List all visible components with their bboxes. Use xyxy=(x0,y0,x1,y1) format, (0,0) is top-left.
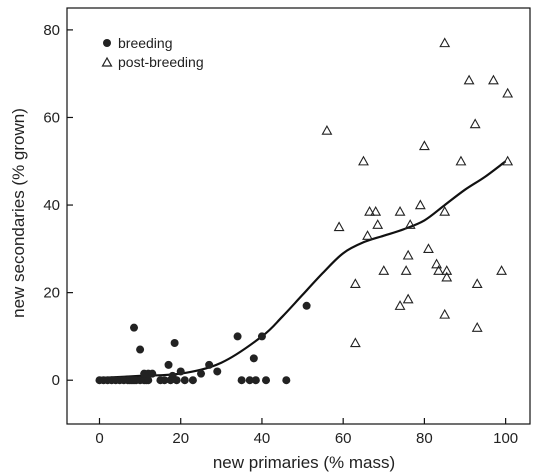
point-breeding xyxy=(262,376,271,385)
point-post-breeding xyxy=(358,155,369,166)
point-breeding xyxy=(197,369,206,378)
legend-label-post-breeding: post-breeding xyxy=(118,54,204,70)
point-post-breeding xyxy=(400,265,412,275)
y-tick-label: 20 xyxy=(43,285,60,302)
point-breeding xyxy=(237,376,246,385)
point-post-breeding xyxy=(502,87,514,98)
point-breeding xyxy=(282,376,291,385)
point-post-breeding xyxy=(496,265,508,275)
point-post-breeding xyxy=(471,322,483,332)
point-post-breeding xyxy=(372,219,384,229)
y-axis-title: new secondaries (% grown) xyxy=(9,108,28,318)
x-axis-title: new primaries (% mass) xyxy=(213,453,395,472)
point-post-breeding xyxy=(471,278,483,289)
point-breeding xyxy=(170,338,179,347)
point-breeding xyxy=(130,323,139,332)
x-tick-label: 80 xyxy=(416,430,433,447)
point-post-breeding xyxy=(349,337,361,348)
point-post-breeding xyxy=(439,205,451,216)
point-post-breeding xyxy=(349,278,361,289)
point-breeding xyxy=(160,376,169,385)
legend: breeding post-breeding xyxy=(101,35,204,70)
point-breeding xyxy=(136,345,145,354)
point-breeding xyxy=(144,376,153,385)
point-post-breeding xyxy=(333,221,345,232)
point-breeding xyxy=(188,376,197,385)
point-post-breeding xyxy=(414,199,426,210)
point-post-breeding xyxy=(502,155,514,166)
legend-marker-breeding xyxy=(103,39,111,47)
point-post-breeding xyxy=(455,155,467,166)
tick-labels: 0 20 40 60 80 100 0 20 40 60 80 xyxy=(43,22,518,447)
point-post-breeding xyxy=(439,308,451,319)
x-tick-label: 40 xyxy=(254,430,271,447)
point-post-breeding xyxy=(433,265,445,275)
point-post-breeding xyxy=(321,124,333,135)
point-post-breeding xyxy=(404,219,416,229)
plot-frame xyxy=(66,7,531,425)
axes xyxy=(66,7,531,425)
point-post-breeding xyxy=(469,118,481,129)
x-tick-label: 60 xyxy=(335,430,352,447)
x-tick-label: 20 xyxy=(172,430,189,447)
y-tick-label: 0 xyxy=(52,372,60,389)
point-post-breeding xyxy=(488,74,499,85)
point-post-breeding xyxy=(364,205,376,216)
point-breeding xyxy=(176,367,185,376)
point-post-breeding xyxy=(394,300,406,310)
point-post-breeding xyxy=(362,230,373,240)
y-tick-label: 80 xyxy=(43,22,60,39)
point-post-breeding xyxy=(402,293,414,304)
point-post-breeding xyxy=(423,243,434,253)
point-breeding xyxy=(251,376,260,385)
point-post-breeding xyxy=(463,74,475,85)
point-breeding xyxy=(257,332,266,341)
point-breeding xyxy=(148,369,157,378)
point-post-breeding xyxy=(378,265,390,275)
x-tick-label: 100 xyxy=(493,430,518,447)
x-tick-label: 0 xyxy=(95,430,103,447)
point-breeding xyxy=(302,301,311,310)
point-post-breeding xyxy=(441,271,453,282)
point-post-breeding xyxy=(418,140,430,151)
data-points xyxy=(95,37,514,385)
point-post-breeding xyxy=(439,37,451,48)
tick-marks xyxy=(67,29,507,424)
point-breeding xyxy=(164,360,173,369)
point-breeding xyxy=(205,360,214,369)
point-breeding xyxy=(213,367,222,376)
point-breeding xyxy=(172,376,181,385)
point-post-breeding xyxy=(394,205,406,216)
point-breeding xyxy=(233,332,242,341)
legend-marker-post-breeding xyxy=(101,56,113,67)
point-post-breeding xyxy=(402,249,414,260)
y-tick-label: 60 xyxy=(43,109,60,126)
point-post-breeding xyxy=(370,205,382,216)
point-post-breeding xyxy=(441,265,453,275)
point-breeding xyxy=(180,376,189,385)
legend-label-breeding: breeding xyxy=(118,35,173,51)
y-tick-label: 40 xyxy=(43,197,60,214)
point-post-breeding xyxy=(431,258,443,269)
point-breeding xyxy=(249,354,258,363)
point-breeding xyxy=(245,376,254,385)
